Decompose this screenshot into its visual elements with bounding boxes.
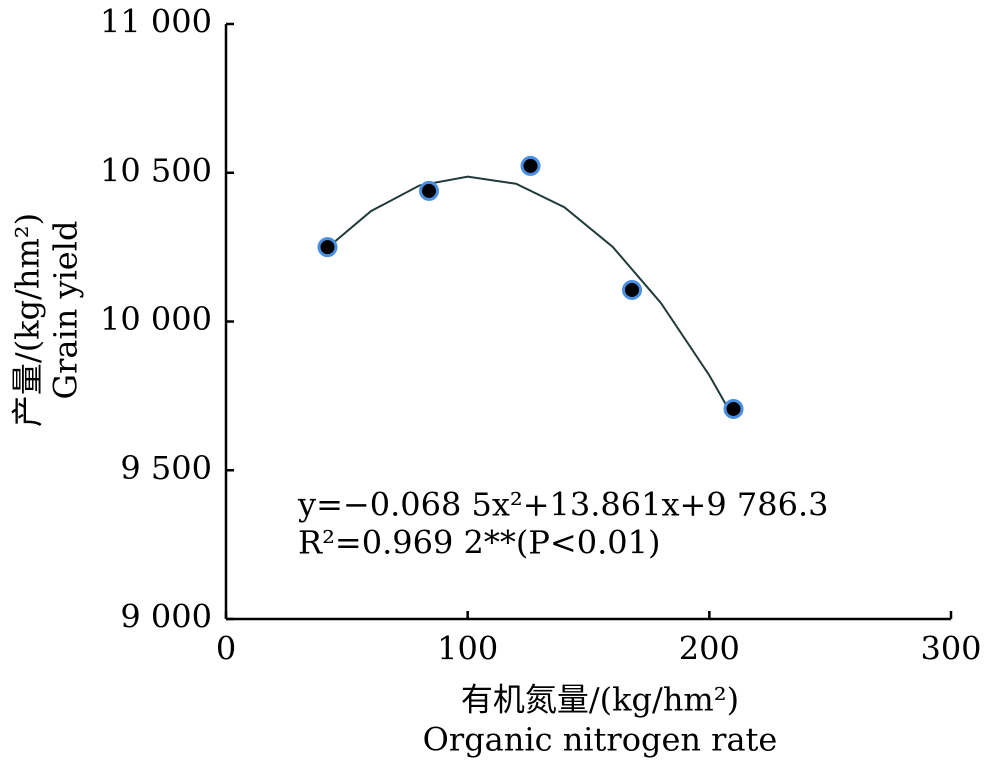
x-tick-label: 300 (920, 630, 981, 668)
y-tick-label: 10 000 (100, 300, 212, 338)
x-axis-label: 有机氮量/(kg/hm²) (461, 681, 739, 719)
equation: y=−0.068 5x²+13.861x+9 786.3 (297, 486, 829, 524)
y-tick-label: 9 500 (120, 449, 212, 487)
y-tick-label: 11 000 (100, 3, 212, 41)
x-tick-label: 100 (437, 630, 498, 668)
x-axis-label: Organic nitrogen rate (423, 721, 778, 759)
data-point (520, 155, 541, 176)
y-tick-label: 9 000 (120, 598, 212, 636)
data-point (622, 279, 642, 300)
y-axis-label: Grain yield (47, 221, 85, 400)
r-squared: R²=0.969 2**(P<0.01) (298, 524, 660, 562)
y-tick-label: 10 500 (100, 151, 212, 189)
fit-curve (326, 175, 735, 419)
y-axis-label: 产量/(kg/hm²) (9, 213, 47, 427)
data-point (419, 180, 439, 201)
data-point (723, 398, 744, 419)
data-point (317, 237, 338, 258)
x-tick-label: 0 (216, 630, 236, 668)
x-tick-label: 200 (679, 630, 740, 668)
